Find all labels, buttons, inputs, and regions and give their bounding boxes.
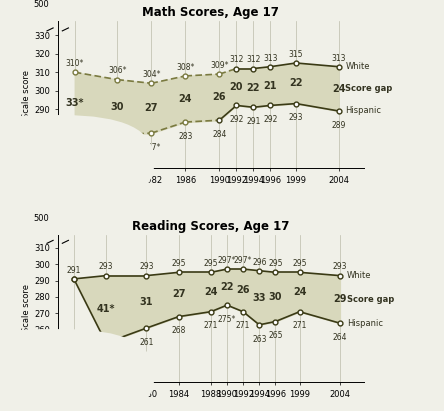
Text: White: White [345, 62, 370, 71]
Text: 271: 271 [293, 321, 307, 330]
Text: 22: 22 [247, 83, 260, 93]
Text: 293: 293 [139, 263, 154, 271]
Text: 313: 313 [331, 53, 346, 62]
Text: 21: 21 [264, 81, 277, 91]
Text: 275*: 275* [218, 315, 236, 324]
Text: 22: 22 [220, 282, 234, 292]
Text: 277*: 277* [66, 143, 84, 152]
Title: Reading Scores, Age 17: Reading Scores, Age 17 [132, 220, 289, 233]
Text: 264: 264 [333, 333, 347, 342]
Text: 265: 265 [268, 331, 283, 340]
Text: 24: 24 [204, 287, 218, 297]
Text: 27: 27 [145, 103, 158, 113]
Text: 500: 500 [34, 0, 49, 9]
Text: 500: 500 [34, 215, 49, 224]
Text: 20: 20 [230, 82, 243, 92]
Text: 24: 24 [178, 94, 192, 104]
Text: 312: 312 [246, 55, 261, 65]
Text: 0: 0 [44, 187, 49, 196]
Text: 276*: 276* [108, 145, 127, 154]
Text: 33*: 33* [66, 98, 84, 108]
Text: 295: 295 [171, 259, 186, 268]
Text: 291: 291 [246, 117, 261, 126]
Text: 284: 284 [212, 130, 226, 139]
Text: Score gap: Score gap [347, 295, 394, 304]
Text: 263: 263 [252, 335, 266, 344]
Text: 24: 24 [332, 84, 345, 94]
Text: 292: 292 [229, 115, 244, 124]
Text: 24: 24 [293, 287, 306, 297]
Text: Hispanic: Hispanic [345, 106, 381, 115]
Text: 312: 312 [229, 55, 244, 65]
Text: 313: 313 [263, 53, 278, 62]
Y-axis label: Scale score: Scale score [22, 70, 32, 118]
Text: 30: 30 [269, 292, 282, 302]
Text: 268: 268 [171, 326, 186, 335]
Text: 293: 293 [333, 263, 347, 271]
FancyBboxPatch shape [0, 329, 154, 411]
Text: 289: 289 [331, 121, 346, 130]
FancyBboxPatch shape [0, 115, 154, 208]
Text: 252*: 252* [97, 353, 115, 362]
Text: 261: 261 [139, 338, 154, 347]
Text: 271: 271 [204, 321, 218, 330]
Text: 26: 26 [236, 285, 250, 296]
Text: White: White [347, 271, 371, 280]
Text: 0: 0 [44, 402, 49, 411]
Text: 271: 271 [236, 321, 250, 330]
Text: Hispanic: Hispanic [347, 319, 383, 328]
Text: 22: 22 [289, 78, 303, 88]
Y-axis label: Scale score: Scale score [23, 284, 32, 332]
Text: 293: 293 [99, 263, 113, 271]
Text: 295: 295 [204, 259, 218, 268]
Text: 315: 315 [289, 50, 303, 59]
Text: 293: 293 [289, 113, 303, 122]
Text: 41*: 41* [97, 304, 115, 314]
Text: 308*: 308* [176, 63, 194, 72]
Text: 33: 33 [253, 293, 266, 303]
Text: 295: 295 [268, 259, 283, 268]
Text: 30: 30 [111, 102, 124, 112]
Text: 297*: 297* [234, 256, 252, 265]
Text: 277*: 277* [142, 143, 161, 152]
Title: Math Scores, Age 17: Math Scores, Age 17 [143, 7, 279, 19]
Text: 310*: 310* [66, 59, 84, 68]
Text: 27: 27 [172, 289, 186, 300]
Text: 306*: 306* [108, 67, 127, 76]
Text: 309*: 309* [210, 61, 229, 70]
Text: 291: 291 [67, 266, 81, 275]
Text: 26: 26 [213, 92, 226, 102]
Text: 304*: 304* [142, 70, 161, 79]
Text: 297*: 297* [218, 256, 236, 265]
Text: 295: 295 [292, 259, 307, 268]
Text: Score gap: Score gap [345, 84, 393, 93]
Text: 296: 296 [252, 258, 266, 266]
Text: 31: 31 [140, 297, 153, 307]
Text: 292: 292 [263, 115, 278, 124]
Text: 29: 29 [333, 294, 347, 305]
Text: 283: 283 [178, 132, 193, 141]
